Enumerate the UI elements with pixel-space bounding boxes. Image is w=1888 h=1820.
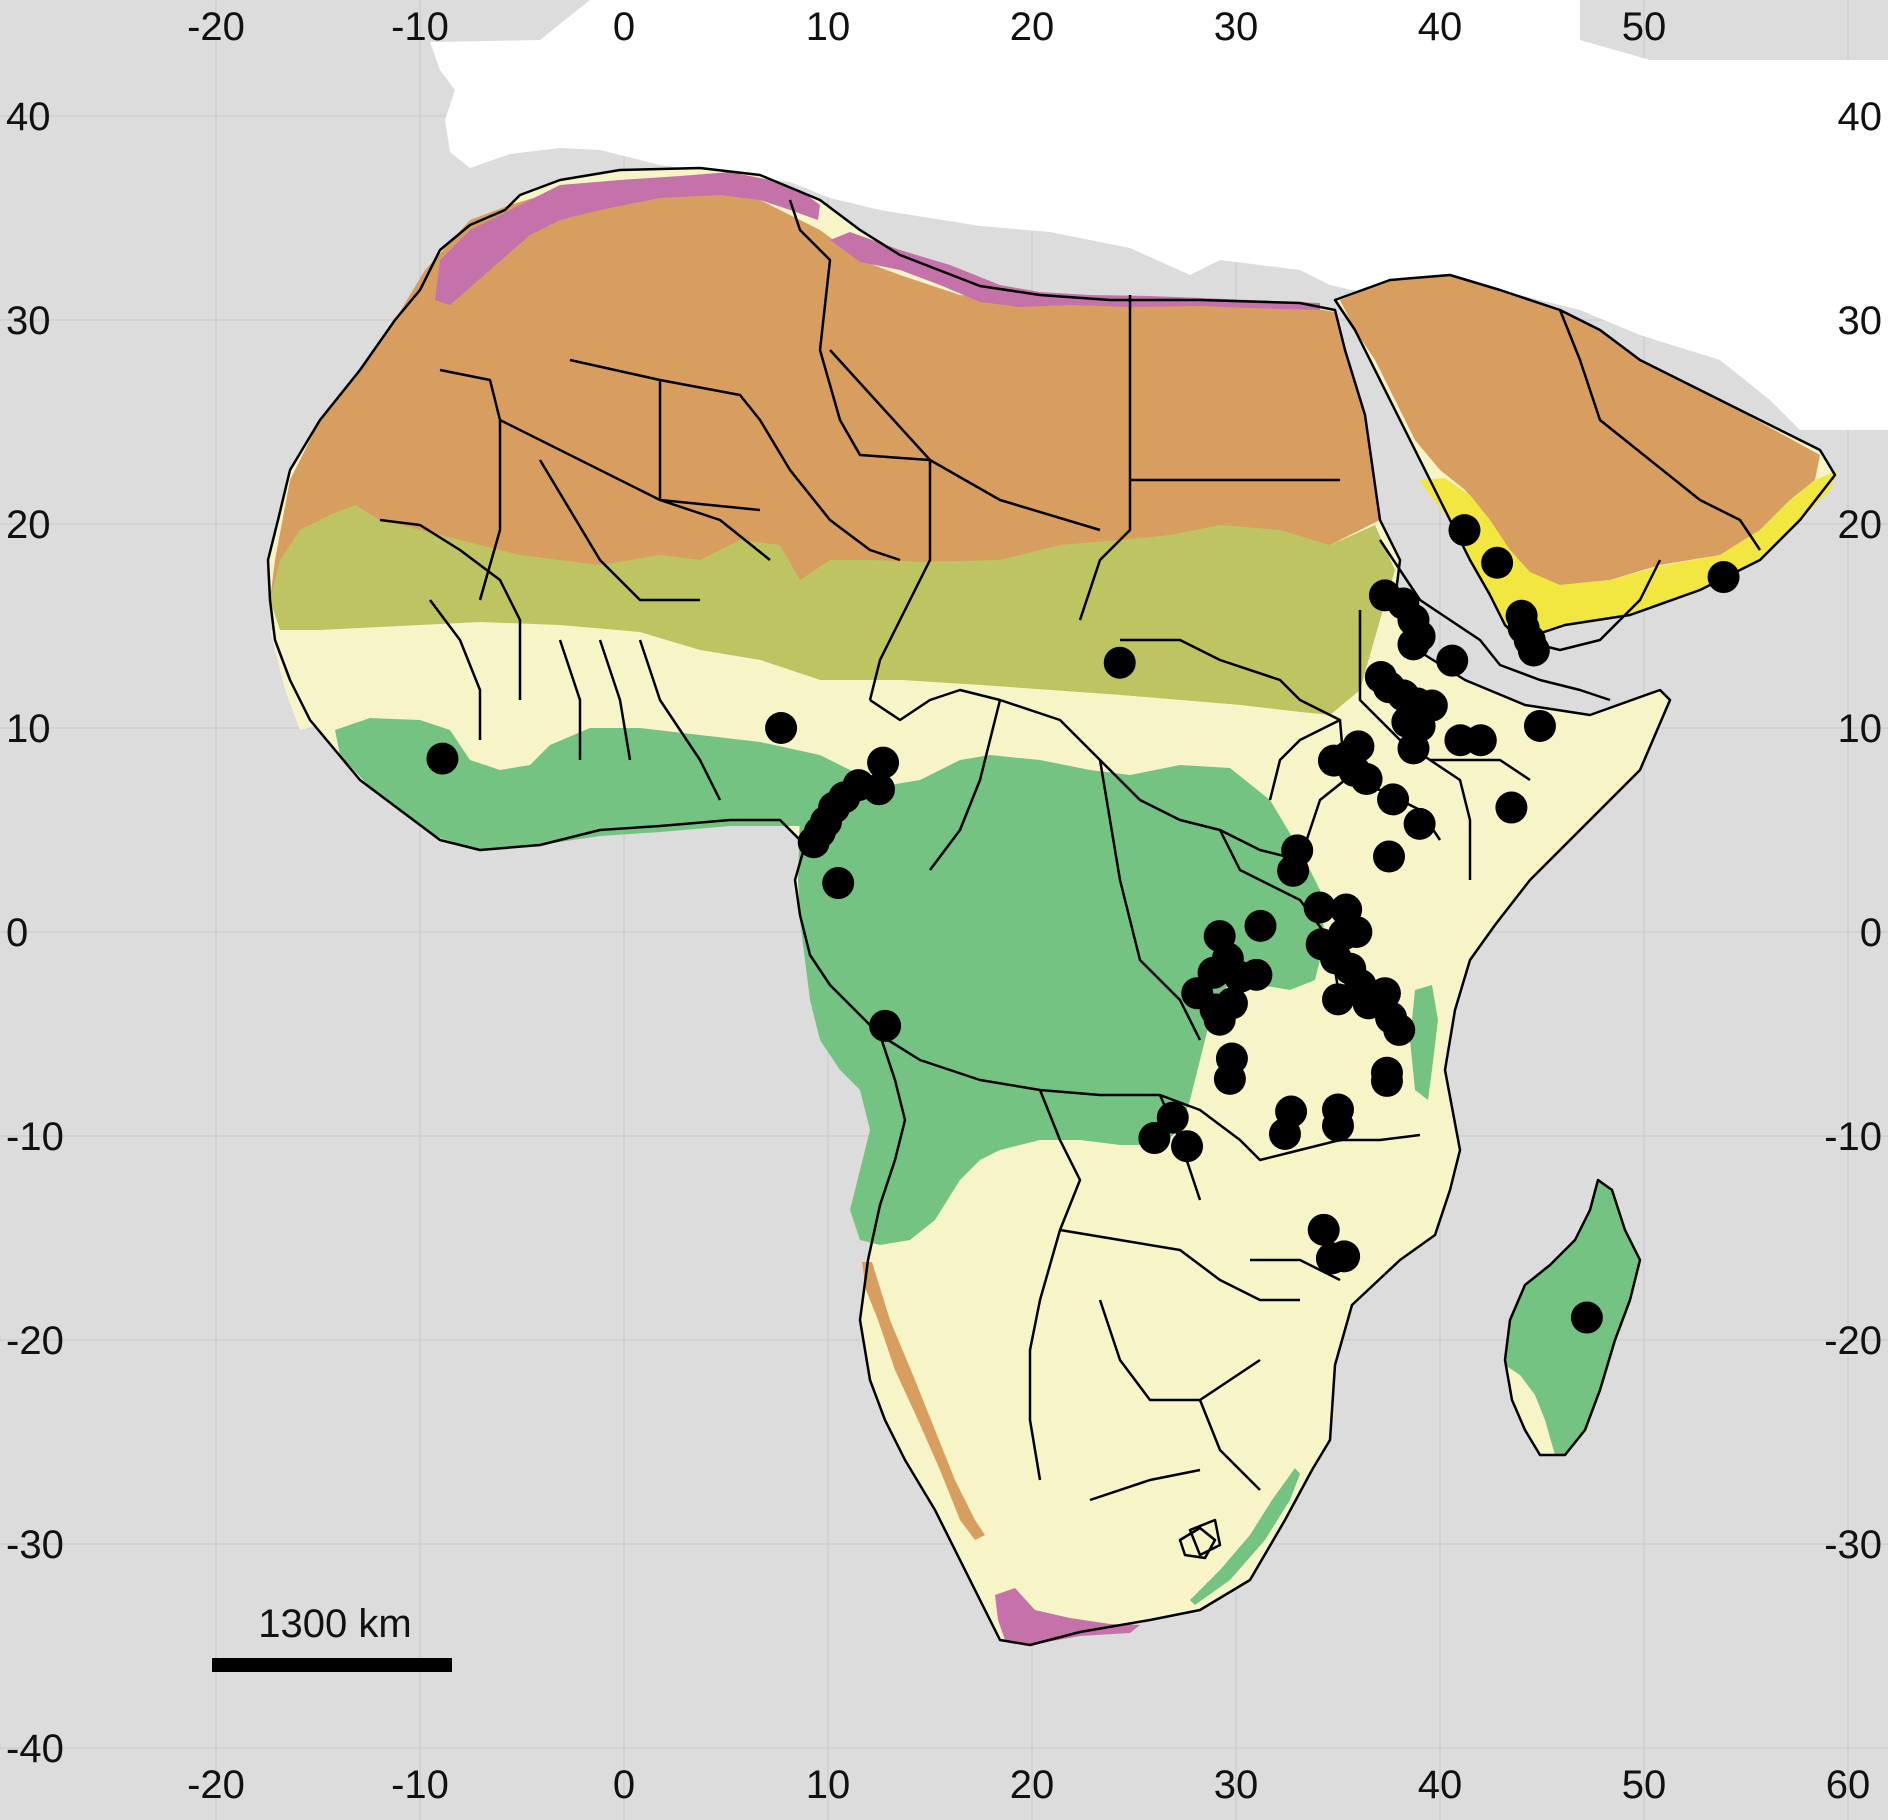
occurrence-point <box>1156 1101 1189 1134</box>
east-coast-forest <box>1410 985 1438 1100</box>
sahara-desert <box>270 185 1380 610</box>
x-tick-label-bottom: -10 <box>391 1763 449 1807</box>
x-tick-label-top: 50 <box>1622 5 1667 49</box>
scale-bar-label: 1300 km <box>258 1602 411 1646</box>
x-tick-label-top: -20 <box>187 5 245 49</box>
mediterranean-south <box>995 1588 1140 1645</box>
occurrence-point <box>1171 1130 1204 1163</box>
occurrence-point <box>1377 783 1410 816</box>
y-tick-label-right: -20 <box>1824 1319 1882 1363</box>
central-forest <box>798 755 1325 1245</box>
occurrence-point <box>1277 854 1310 887</box>
occurrence-point <box>1138 1122 1171 1155</box>
x-tick-label-bottom: 0 <box>613 1763 635 1807</box>
occurrence-point <box>426 742 459 775</box>
occurrence-point <box>1350 763 1383 795</box>
y-tick-label-right: 0 <box>1860 911 1882 955</box>
y-tick-label-right: -30 <box>1824 1523 1882 1567</box>
y-tick-label-left: 40 <box>6 95 51 139</box>
namib-desert <box>862 1262 985 1540</box>
occurrence-point <box>869 1009 902 1042</box>
y-tick-label-left: 10 <box>6 707 51 751</box>
occurrence-point <box>1383 1013 1416 1046</box>
occurrence-point <box>1370 1064 1403 1097</box>
x-tick-label-top: -10 <box>391 5 449 49</box>
occurrence-point <box>1570 1301 1603 1334</box>
y-tick-label-right: -10 <box>1824 1115 1882 1159</box>
y-tick-label-left: -20 <box>6 1319 64 1363</box>
y-axis-right: 40 30 20 10 0 -10 -20 -30 <box>1824 95 1882 1567</box>
occurrence-point <box>1495 791 1528 824</box>
occurrence-point <box>1403 807 1436 840</box>
occurrence-point <box>1307 1213 1340 1246</box>
arabia-coast-zone <box>1420 470 1838 640</box>
occurrence-point <box>1268 1117 1301 1150</box>
y-tick-label-left: 20 <box>6 503 51 547</box>
occurrence-points <box>426 514 1740 1334</box>
y-tick-label-right: 30 <box>1838 299 1883 343</box>
x-tick-label-top: 30 <box>1214 5 1259 49</box>
southeast-forest <box>1190 1468 1300 1605</box>
y-tick-label-left: 30 <box>6 299 51 343</box>
occurrence-point <box>1464 724 1497 757</box>
y-axis-left: 40 30 20 10 0 -10 -20 -30 -40 <box>6 95 64 1771</box>
occurrence-point <box>1448 514 1481 547</box>
occurrence-point <box>1358 983 1391 1016</box>
y-tick-label-right: 10 <box>1838 707 1883 751</box>
x-axis-bottom: -20 -10 0 10 20 30 40 50 60 <box>187 1763 1870 1807</box>
y-tick-label-left: -30 <box>6 1523 64 1567</box>
occurrence-point <box>1481 546 1514 579</box>
occurrence-point <box>1328 1240 1361 1273</box>
x-tick-label-top: 10 <box>806 5 851 49</box>
occurrence-point <box>1342 730 1375 763</box>
x-tick-label-top: 0 <box>613 5 635 49</box>
y-tick-label-right: 40 <box>1838 95 1883 139</box>
occurrence-point <box>1397 732 1430 765</box>
x-tick-label-top: 20 <box>1010 5 1055 49</box>
occurrence-point <box>1328 918 1361 951</box>
occurrence-point <box>1203 1003 1236 1036</box>
scale-bar: 1300 km <box>212 1602 452 1672</box>
y-tick-label-right: 20 <box>1838 503 1883 547</box>
y-tick-label-left: 0 <box>6 911 28 955</box>
scale-bar-line <box>212 1658 452 1672</box>
x-tick-label-bottom: 20 <box>1010 1763 1055 1807</box>
savanna-north <box>270 620 1400 790</box>
x-tick-label-bottom: 50 <box>1622 1763 1667 1807</box>
occurrence-point <box>1373 840 1405 873</box>
occurrence-point <box>797 826 830 859</box>
occurrence-point <box>1103 646 1136 679</box>
occurrence-point <box>1523 709 1556 742</box>
occurrence-point <box>1244 909 1277 942</box>
occurrence-point <box>1240 958 1273 991</box>
occurrence-point <box>1303 891 1336 924</box>
x-tick-label-bottom: 60 <box>1826 1763 1871 1807</box>
y-tick-label-left: -10 <box>6 1115 64 1159</box>
occurrence-point <box>1707 561 1740 594</box>
x-tick-label-bottom: 30 <box>1214 1763 1259 1807</box>
madagascar-savanna <box>1505 1365 1555 1455</box>
occurrence-point <box>1517 634 1550 667</box>
occurrence-point <box>1213 1062 1246 1095</box>
arabia-desert <box>1340 275 1820 585</box>
occurrence-point <box>1397 628 1430 661</box>
x-axis-top: -20 -10 0 10 20 30 40 50 <box>187 5 1666 49</box>
west-forest <box>335 718 920 850</box>
europe-land <box>430 0 1888 430</box>
occurrence-point <box>1436 644 1469 677</box>
x-tick-label-bottom: -20 <box>187 1763 245 1807</box>
occurrence-point <box>822 867 855 900</box>
x-tick-label-bottom: 10 <box>806 1763 851 1807</box>
y-tick-label-left: -40 <box>6 1727 64 1771</box>
occurrence-point <box>867 746 900 779</box>
x-tick-label-top: 40 <box>1418 5 1463 49</box>
x-tick-label-bottom: 40 <box>1418 1763 1463 1807</box>
occurrence-point <box>765 712 798 744</box>
mediterranean-north <box>435 172 820 305</box>
occurrence-point <box>1322 1109 1354 1142</box>
